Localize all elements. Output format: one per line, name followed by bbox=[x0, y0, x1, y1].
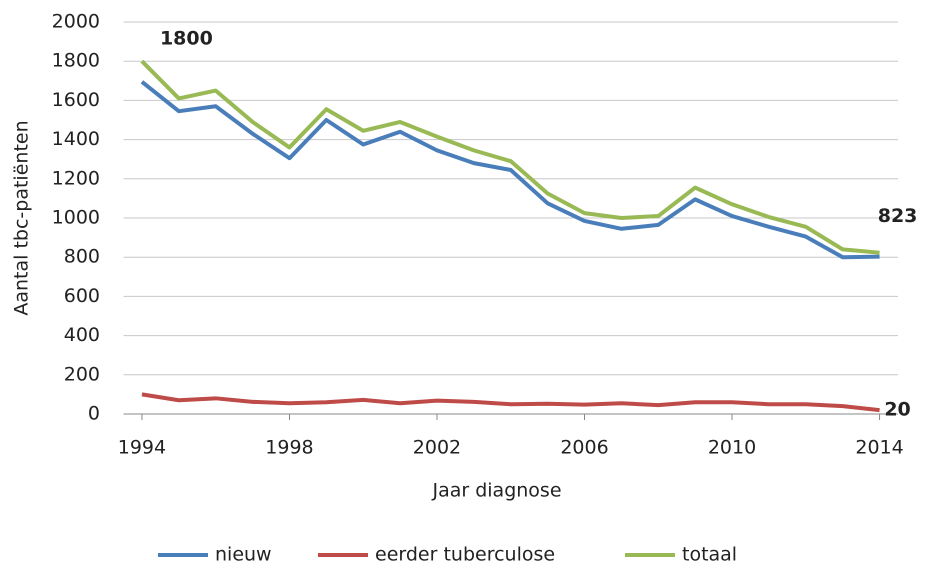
y-tick-label: 800 bbox=[64, 246, 100, 268]
x-tick-label: 1994 bbox=[118, 437, 166, 459]
x-tick-label: 2010 bbox=[708, 437, 756, 459]
y-tick-label: 1200 bbox=[52, 167, 100, 189]
y-tick-label: 200 bbox=[64, 363, 100, 385]
data-label: 823 bbox=[878, 205, 918, 227]
y-axis-title: Aantal tbc-patiënten bbox=[11, 120, 33, 315]
x-tick-label: 2006 bbox=[560, 437, 608, 459]
y-tick-label: 1800 bbox=[52, 50, 100, 72]
y-tick-label: 400 bbox=[64, 324, 100, 346]
y-tick-label: 600 bbox=[64, 285, 100, 307]
legend-label: totaal bbox=[682, 544, 737, 566]
x-tick-label: 2014 bbox=[855, 437, 903, 459]
legend-label: nieuw bbox=[215, 544, 272, 566]
series-line bbox=[140, 59, 880, 255]
y-tick-label: 1400 bbox=[52, 128, 100, 150]
series-line bbox=[140, 80, 880, 260]
data-label: 1800 bbox=[160, 28, 213, 50]
x-tick-label: 2002 bbox=[413, 437, 461, 459]
x-axis-title: Jaar diagnose bbox=[431, 480, 561, 502]
data-label: 20 bbox=[884, 399, 910, 421]
series-line bbox=[141, 392, 880, 413]
y-tick-label: 1000 bbox=[52, 207, 100, 229]
x-tick-label: 1998 bbox=[265, 437, 313, 459]
y-tick-label: 2000 bbox=[52, 11, 100, 33]
legend-label: eerder tuberculose bbox=[375, 544, 555, 566]
y-tick-label: 0 bbox=[88, 403, 100, 425]
y-tick-label: 1600 bbox=[52, 89, 100, 111]
